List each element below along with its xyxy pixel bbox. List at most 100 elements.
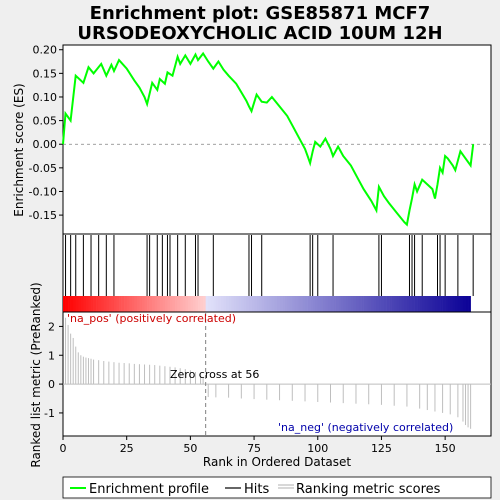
chart-title-line2: URSODEOXYCHOLIC ACID 10UM 12H: [77, 23, 442, 44]
color-bar-segment: [111, 296, 115, 312]
es-y-tick-label: 0.00: [33, 138, 58, 151]
color-bar-segment: [345, 296, 349, 312]
color-bar-segment: [322, 296, 326, 312]
color-bar-segment: [182, 296, 186, 312]
color-bar-segment: [264, 296, 268, 312]
es-y-axis: 0.20 0.15 0.10 0.05 0.00 -0.05 -0.10 -0.15: [29, 44, 63, 222]
color-bar-segment: [198, 296, 201, 312]
color-bar-segment: [116, 296, 120, 312]
es-y-tick-label: 0.20: [33, 44, 58, 57]
color-bar-segment: [353, 296, 357, 312]
color-bar-segment: [129, 296, 133, 312]
color-bar-segment: [271, 296, 275, 312]
color-bar-segment: [376, 296, 380, 312]
color-bar-segment: [136, 296, 140, 312]
color-bar-segment: [450, 296, 454, 312]
color-bar-segment: [396, 296, 400, 312]
color-bar-segment: [248, 296, 252, 312]
color-bar-segment: [170, 296, 173, 312]
color-bar-segment: [391, 296, 395, 312]
color-bar-segment: [205, 296, 209, 312]
es-y-tick-label: -0.15: [29, 209, 57, 222]
color-bar-segment: [297, 296, 301, 312]
color-bar-segment: [333, 296, 336, 312]
color-bar-segment: [185, 296, 189, 312]
color-bar-segment: [427, 296, 431, 312]
color-bar-segment: [465, 296, 469, 312]
color-bar-segment: [139, 296, 143, 312]
color-bar-segment: [147, 296, 150, 312]
legend-hits-label: Hits: [244, 482, 269, 497]
color-bar-segment: [282, 296, 285, 312]
color-bar-segment: [406, 296, 410, 312]
legend-es-label: Enrichment profile: [89, 482, 209, 497]
color-bar-segment: [289, 296, 293, 312]
color-bar-segment: [213, 296, 217, 312]
legend-ranking-label: Ranking metric scores: [296, 482, 441, 497]
color-bar-segment: [226, 296, 229, 312]
color-bar-segment: [152, 296, 156, 312]
color-bar-segment: [292, 296, 296, 312]
x-tick-label: 0: [60, 442, 67, 455]
es-y-tick-label: 0.15: [33, 67, 58, 80]
color-bar-segment: [78, 296, 82, 312]
color-bar-segment: [236, 296, 240, 312]
color-bar-segment: [315, 296, 319, 312]
color-bar-segment: [192, 296, 196, 312]
legend-box: [62, 476, 492, 499]
enrichment-profile-line: [62, 51, 475, 227]
color-bar-segment: [243, 296, 247, 312]
color-bar-segment: [259, 296, 263, 312]
color-bar-segment: [246, 296, 250, 312]
color-bar-segment: [277, 296, 280, 312]
es-y-tick-label: -0.10: [29, 185, 57, 198]
color-bar-segment: [241, 296, 245, 312]
color-bar-segment: [432, 296, 436, 312]
color-bar-segment: [124, 296, 127, 312]
color-bar-segment: [389, 296, 392, 312]
color-bar-segment: [412, 296, 415, 312]
color-bar-segment: [429, 296, 433, 312]
x-tick-label: 75: [247, 442, 261, 455]
color-bar-segment: [358, 296, 362, 312]
color-bar-segment: [335, 296, 339, 312]
x-tick-label: 50: [183, 442, 197, 455]
color-bar-segment: [437, 296, 441, 312]
color-bar-segment: [401, 296, 405, 312]
color-bar-segment: [91, 296, 94, 312]
color-bar-segment: [343, 296, 347, 312]
color-bar-segment: [175, 296, 178, 312]
color-bar-segment: [85, 296, 89, 312]
x-tick-label: 125: [371, 442, 392, 455]
color-bar-segment: [307, 296, 311, 312]
x-tick-label: 150: [435, 442, 456, 455]
color-bar-segment: [279, 296, 283, 312]
color-bar-segment: [88, 296, 92, 312]
color-bar-segment: [134, 296, 138, 312]
color-bar-segment: [141, 296, 145, 312]
color-bar-segment: [381, 296, 385, 312]
rank-panel: [62, 311, 492, 437]
color-bar-segment: [261, 296, 265, 312]
color-bar-segment: [348, 296, 352, 312]
color-bar-segment: [338, 296, 341, 312]
chart-title-line1: Enrichment plot: GSE85871 MCF7: [90, 3, 431, 24]
color-bar-segment: [108, 296, 112, 312]
color-bar-segment: [119, 296, 122, 312]
rank-y-axis-label: Ranked list metric (PreRanked): [29, 282, 43, 467]
color-bar-segment: [305, 296, 308, 312]
color-bar-segment: [447, 296, 451, 312]
es-y-tick-label: 0.10: [33, 91, 58, 104]
color-bar-segment: [126, 296, 130, 312]
color-bar-segment: [378, 296, 382, 312]
color-bar-segment: [98, 296, 102, 312]
color-bar-segment: [368, 296, 372, 312]
color-bar-segment: [210, 296, 214, 312]
legend: Enrichment profile Hits Ranking metric s…: [62, 476, 492, 499]
color-bar-segment: [424, 296, 428, 312]
es-y-tick-label: 0.05: [33, 115, 58, 128]
color-bar-segment: [455, 296, 459, 312]
rank-y-tick-label: -1: [44, 407, 55, 420]
color-bar-segment: [215, 296, 219, 312]
color-bar-segment: [330, 296, 334, 312]
